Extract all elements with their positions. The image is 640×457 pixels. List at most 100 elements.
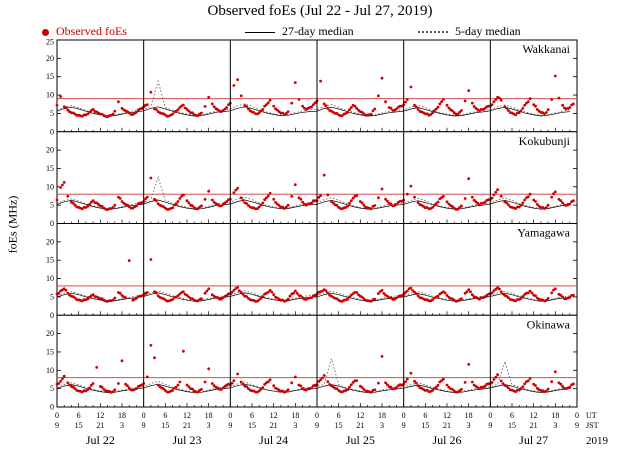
legend-27day-label: 27-day median <box>282 24 354 38</box>
observed-point <box>210 102 214 106</box>
x-tick-jst: 21 <box>443 421 451 430</box>
observed-point <box>274 201 277 204</box>
observed-point <box>528 289 532 293</box>
observed-point <box>442 194 445 198</box>
observed-point <box>113 203 117 207</box>
observed-point <box>259 109 263 113</box>
observed-point <box>445 383 449 387</box>
observed-point <box>171 112 175 116</box>
x-tick-jst: 15 <box>248 421 256 430</box>
observed-point <box>200 297 203 301</box>
observed-point <box>239 380 243 384</box>
observed-point <box>62 374 66 378</box>
observed-point <box>127 259 131 262</box>
observed-point <box>290 101 294 105</box>
observed-point <box>71 201 75 205</box>
observed-point <box>259 387 263 391</box>
observed-point <box>414 292 418 295</box>
observed-point <box>442 377 445 381</box>
observed-point <box>546 203 550 207</box>
observed-point <box>431 389 434 392</box>
observed-point <box>263 198 266 202</box>
observed-point <box>301 104 304 108</box>
observed-point <box>445 103 449 107</box>
observed-point <box>326 380 330 384</box>
observed-point <box>272 293 276 297</box>
x-tick-jst: 9 <box>575 421 579 430</box>
observed-point <box>113 296 117 300</box>
observed-point <box>191 297 194 300</box>
observed-point <box>66 194 70 198</box>
observed-point <box>292 291 295 295</box>
observed-point <box>120 200 124 203</box>
observed-point <box>521 106 525 110</box>
observed-point <box>299 294 303 298</box>
observed-point <box>348 108 351 112</box>
legend-item-5day-median: 5-day median <box>418 24 521 39</box>
observed-point <box>259 296 263 300</box>
observed-point <box>568 385 572 389</box>
observed-point <box>265 196 268 200</box>
observed-point <box>572 199 575 203</box>
observed-point <box>149 343 153 347</box>
observed-point <box>73 296 77 300</box>
observed-point <box>380 355 384 358</box>
observed-point <box>120 106 124 110</box>
observed-point <box>317 380 321 383</box>
observed-point <box>447 106 451 110</box>
x-tick-ut: 0 <box>142 411 146 420</box>
observed-point <box>185 199 189 203</box>
observed-point <box>463 197 467 200</box>
median27-line <box>56 106 570 117</box>
observed-point <box>322 374 326 377</box>
observed-point <box>434 385 438 389</box>
observed-point <box>100 385 104 389</box>
observed-point <box>467 89 471 92</box>
observed-point <box>355 379 359 382</box>
observed-point <box>270 290 274 294</box>
observed-point <box>120 359 124 363</box>
observed-point <box>416 108 420 111</box>
observed-point <box>288 294 292 298</box>
x-tick-ut: 18 <box>551 411 559 420</box>
observed-point <box>373 204 377 207</box>
observed-point <box>369 390 373 394</box>
x-tick-ut: 0 <box>575 411 579 420</box>
observed-point <box>174 385 178 389</box>
observed-point <box>230 290 234 294</box>
observed-point <box>117 100 120 104</box>
observed-point <box>154 108 158 111</box>
observed-point <box>405 98 409 101</box>
observed-point <box>360 295 364 299</box>
observed-point <box>553 370 557 374</box>
observed-point <box>528 97 532 101</box>
observed-point <box>349 199 353 203</box>
observed-point <box>299 384 303 388</box>
observed-point <box>346 388 350 391</box>
observed-point <box>144 197 147 201</box>
y-tick-label: 0 <box>50 219 54 228</box>
observed-point <box>409 85 413 89</box>
y-tick-label: 20 <box>46 329 54 338</box>
observed-point <box>310 201 313 205</box>
observed-point <box>362 203 366 207</box>
observed-point <box>239 94 243 98</box>
observed-point <box>559 293 563 297</box>
observed-point <box>470 101 474 105</box>
observed-point <box>467 363 471 366</box>
observed-point <box>117 382 120 385</box>
station-label: Kokubunji <box>519 134 571 148</box>
observed-point <box>171 206 175 210</box>
observed-point <box>534 294 537 298</box>
observed-point <box>176 108 180 112</box>
observed-point <box>247 107 250 111</box>
observed-point <box>111 206 115 209</box>
observed-point <box>145 103 149 106</box>
observed-point <box>95 366 99 369</box>
x-tick-jst: 9 <box>55 421 59 430</box>
observed-point <box>557 96 561 100</box>
observed-point <box>561 103 564 107</box>
observed-point <box>494 375 498 379</box>
observed-point <box>460 388 463 391</box>
observed-point <box>216 108 220 111</box>
